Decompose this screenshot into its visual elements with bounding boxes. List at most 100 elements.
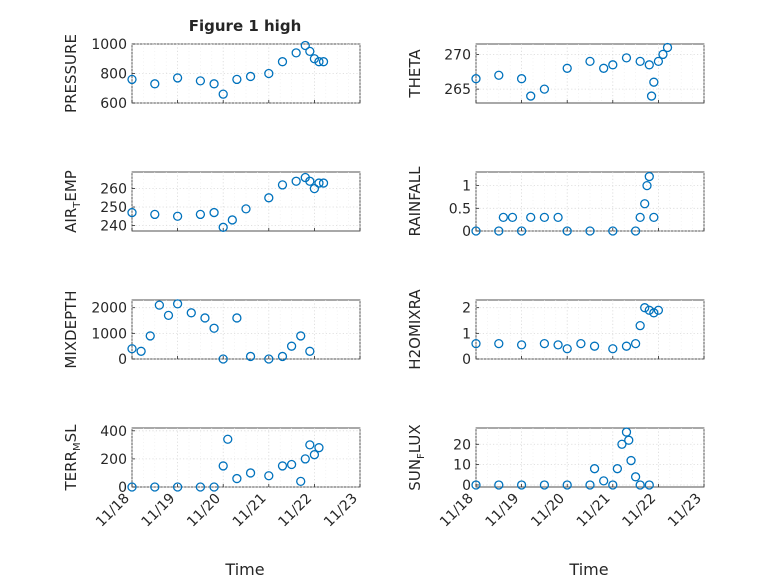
data-point [621,427,632,437]
y-axis-label: PRESSURE [62,34,80,113]
data-point [318,178,329,188]
data-point [172,211,183,221]
data-point [305,46,315,57]
data-point [291,48,301,58]
data-point [150,79,160,89]
y-axis-label: THETA [406,49,424,99]
data-point [471,480,481,490]
data-point [150,209,160,220]
data-point [608,60,618,70]
data-point [195,209,206,220]
x-tick-label: 11/23 [665,491,705,531]
data-point [314,57,324,67]
data-point [662,42,673,53]
data-point [318,57,329,67]
data-point [296,331,306,341]
subplot-airemp: 240 250 260 AIRTEMP [62,170,361,234]
data-point [314,178,324,188]
data-point [150,482,160,492]
data-point [494,338,504,349]
data-point [494,226,504,236]
data-point [264,193,274,203]
data-point [127,207,137,218]
y-tick-label: 2 [462,301,471,317]
subplot-theta: 265 270 THETA [406,42,705,104]
y-tick-label: 1000 [91,37,127,53]
data-point [585,56,595,67]
y-tick-label: 0 [118,352,127,368]
subplot-sunlux: 0 10 20 11/18 11/19 11/20 11/21 11/22 11/23 SUNFL… [406,424,705,530]
data-point [245,351,256,362]
y-axis-label: SUNFLUX [406,424,427,490]
data-point [562,63,572,73]
data-point [562,344,572,354]
y-axis-label: TERRMSL [62,424,83,492]
data-point [195,76,206,86]
data-point [630,226,641,236]
x-tick-label: 11/22 [619,491,659,531]
data-point [264,68,274,79]
subplot-h2omixra: 0 1 2 H2OMIXRA [406,289,705,370]
data-point [277,57,288,67]
data-point [232,313,242,323]
data-point [277,180,288,190]
data-point [621,341,632,351]
x-tick-label: 11/18 [93,491,133,531]
data-point [653,56,664,67]
data-point [635,212,645,223]
data-point [526,212,536,223]
data-point [553,212,563,223]
y-tick-label: 1 [462,179,471,195]
data-point [516,480,527,490]
y-tick-label: 800 [100,67,127,83]
y-tick-label: 200 [100,452,127,468]
data-point [172,482,183,492]
data-point [644,480,654,490]
data-point [172,73,183,83]
data-point [286,459,297,470]
data-point [309,54,320,64]
x-tick-label: 11/21 [574,491,614,531]
data-point [640,199,650,209]
data-point [172,299,183,309]
data-point [223,434,233,444]
y-tick-label: 600 [100,96,127,112]
y-tick-label: 0 [462,224,471,240]
data-point [642,180,652,191]
y-tick-label: 265 [444,82,471,98]
x-tick-label: 11/19 [483,491,523,531]
data-point [576,338,586,349]
data-point [127,74,137,85]
data-point [621,53,632,63]
y-tick-label: 260 [100,182,127,198]
data-point [163,310,174,321]
axes-box [131,171,361,232]
axes-box [475,43,705,104]
data-point [589,341,600,351]
data-point [562,480,572,490]
data-point [624,435,634,445]
data-point [291,176,301,186]
data-point [286,341,297,351]
data-point [305,440,315,450]
subplot-pressure: 600 800 1000 PRESSURE [62,34,361,113]
data-point [646,91,657,101]
data-point [305,346,315,356]
data-point [635,56,645,67]
x-axis-label-left: Time [224,560,264,579]
data-point [649,212,659,223]
data-point [232,74,242,85]
data-point [649,308,659,318]
data-point [612,464,623,474]
data-point [127,482,137,492]
data-point [245,71,256,82]
data-point [277,351,288,362]
data-point [309,450,320,460]
y-tick-label: 20 [453,437,471,453]
data-point [305,176,315,186]
data-point [309,183,320,194]
y-tick-label: 0 [462,352,471,368]
data-point [617,439,627,449]
subplot-rainfall: 0 0.5 1 RAINFALL [406,166,705,240]
